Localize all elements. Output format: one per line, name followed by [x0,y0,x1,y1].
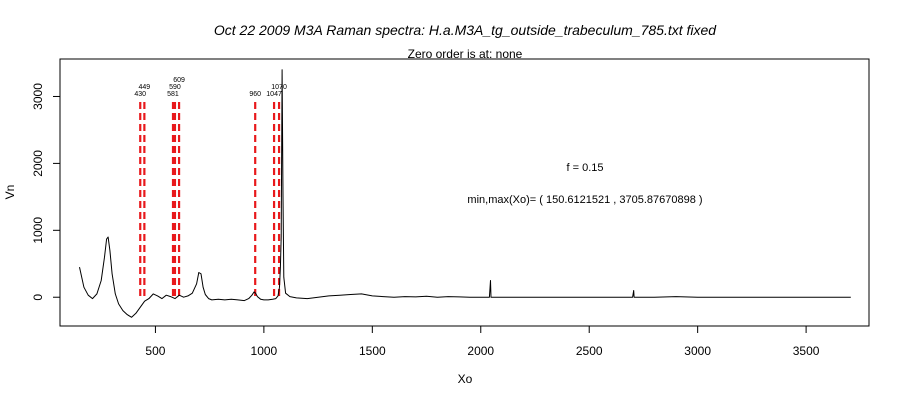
x-tick-label: 1000 [251,344,278,358]
peak-label: 1070 [271,84,287,91]
chart-title: Oct 22 2009 M3A Raman spectra: H.a.M3A_t… [214,22,717,38]
x-tick-label: 2000 [467,344,494,358]
y-tick-label: 3000 [31,83,45,110]
x-axis-label: Xo [458,372,473,386]
peak-label: 581 [167,91,179,98]
y-axis: 0 1000 2000 3000 [31,83,61,301]
x-tick-label: 3000 [684,344,711,358]
y-axis-label: Vn [3,185,17,200]
peak-label: 430 [134,91,146,98]
x-tick-label: 3500 [793,344,820,358]
annotation-f: f = 0.15 [566,162,603,174]
x-axis: 500 1000 1500 2000 2500 3000 3500 [145,325,820,358]
x-tick-label: 2500 [576,344,603,358]
peak-label: 449 [139,84,151,91]
spectrum-series-line [79,69,851,318]
peak-label: 609 [173,77,185,84]
peak-label: 590 [169,84,181,91]
x-tick-label: 500 [145,344,165,358]
annotation-minmax: min,max(Xo)= ( 150.6121521 , 3705.876708… [467,194,702,206]
series-layer [79,69,851,318]
chart-subtitle: Zero order is at: none [408,47,523,61]
y-tick-label: 0 [31,294,45,301]
peak-label: 1047 [266,91,282,98]
plot-frame [59,58,870,327]
y-tick-label: 1000 [31,217,45,244]
x-tick-label: 1500 [359,344,386,358]
y-tick-label: 2000 [31,150,45,177]
peak-label: 960 [249,91,261,98]
